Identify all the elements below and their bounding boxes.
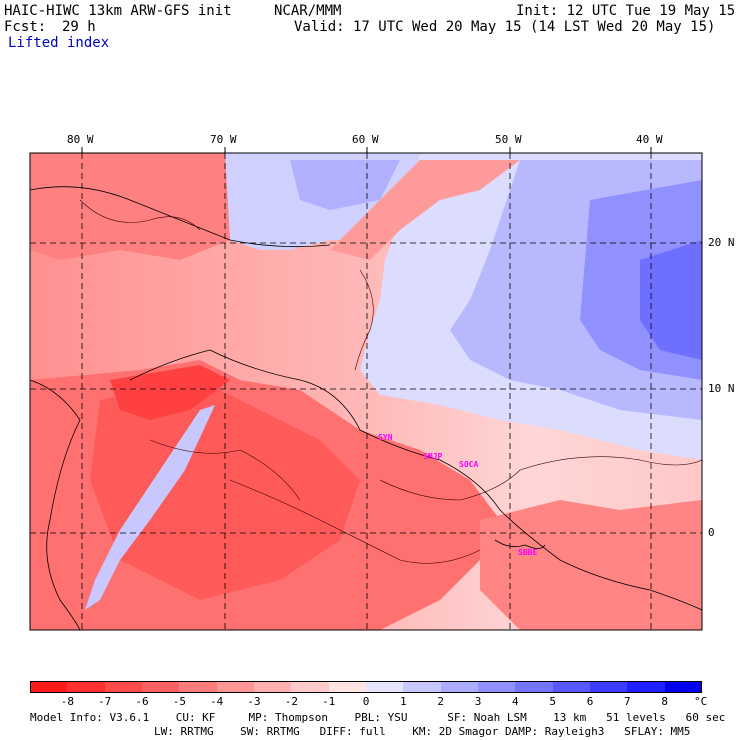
colorbar-level-label: -6 <box>135 695 149 708</box>
lat-label-10n: 10 N <box>708 382 735 395</box>
colorbar-swatch <box>67 681 106 693</box>
lon-label-70w: 70 W <box>210 133 237 146</box>
colorbar-swatch <box>104 681 143 693</box>
colorbar-swatch <box>590 681 628 693</box>
model-title: HAIC-HIWC 13km ARW-GFS init <box>4 3 232 19</box>
map-frame <box>29 152 703 631</box>
colorbar-swatch <box>254 681 292 693</box>
colorbar-level-label: 7 <box>624 695 631 708</box>
lon-label-40w: 40 W <box>636 133 663 146</box>
colorbar-level-label: 0 <box>362 695 370 708</box>
lat-label-0: 0 <box>708 526 715 539</box>
colorbar-level-label: 5 <box>549 695 556 708</box>
station-label: SOCA <box>459 460 479 469</box>
colorbar-level-label: -4 <box>210 695 224 708</box>
colorbar-level-label: -5 <box>172 695 186 708</box>
forecast-label: Fcst: <box>4 19 47 35</box>
lat-label-20n: 20 N <box>708 236 735 249</box>
lon-ticks <box>81 147 652 153</box>
forecast-hour: 29 h <box>62 19 96 35</box>
station-label: SBBE <box>518 548 538 557</box>
colorbar-swatch <box>179 681 218 693</box>
organization-label: NCAR/MMM <box>274 3 342 19</box>
colorbar-swatch <box>478 681 516 693</box>
colorbar-level-label: -2 <box>284 695 298 708</box>
colorbar-level-label: -7 <box>98 695 112 708</box>
colorbar-swatch <box>30 681 68 693</box>
colorbar-level-label: -1 <box>322 695 336 708</box>
colorbar-swatch <box>552 681 591 693</box>
lon-label-80w: 80 W <box>67 133 94 146</box>
colorbar-swatch <box>440 681 479 693</box>
colorbar-swatch <box>627 681 666 693</box>
init-time: Init: 12 UTC Tue 19 May 15 <box>516 3 736 19</box>
lon-label-50w: 50 W <box>495 133 522 146</box>
colorbar-border <box>30 681 702 693</box>
colorbar-unit: °C <box>694 695 708 708</box>
map-field <box>30 153 702 630</box>
colorbar-swatch <box>664 681 703 693</box>
colorbar-swatch <box>515 681 554 693</box>
colorbar-swatch <box>216 681 255 693</box>
field-name: Lifted index <box>8 35 110 51</box>
station-label: SMJP <box>423 452 443 461</box>
colorbar-level-label: 6 <box>586 695 594 708</box>
colorbar-level-label: 2 <box>437 695 444 708</box>
colorbar-level-label: 8 <box>661 695 668 708</box>
colorbar-swatch <box>291 681 330 693</box>
station-label: SYN <box>378 433 393 442</box>
colorbar-level-label: 4 <box>512 695 519 708</box>
colorbar-level-label: 3 <box>474 695 482 708</box>
colorbar-swatch <box>328 681 367 693</box>
colorbar-level-label: -8 <box>60 695 74 708</box>
model-info-line-1: Model Info: V3.6.1 CU: KF MP: Thompson P… <box>30 711 726 724</box>
graticule <box>30 153 702 630</box>
colorbar-swatch <box>142 681 180 693</box>
colorbar-level-label: 1 <box>400 695 407 708</box>
lon-label-60w: 60 W <box>352 133 379 146</box>
colorbar-swatch <box>403 681 442 693</box>
model-info-line-2: LW: RRTMG SW: RRTMG DIFF: full KM: 2D Sm… <box>154 725 691 738</box>
colorbar-swatch <box>366 681 404 693</box>
valid-time: Valid: 17 UTC Wed 20 May 15 (14 LST Wed … <box>294 19 716 35</box>
colorbar-level-label: -3 <box>247 695 261 708</box>
